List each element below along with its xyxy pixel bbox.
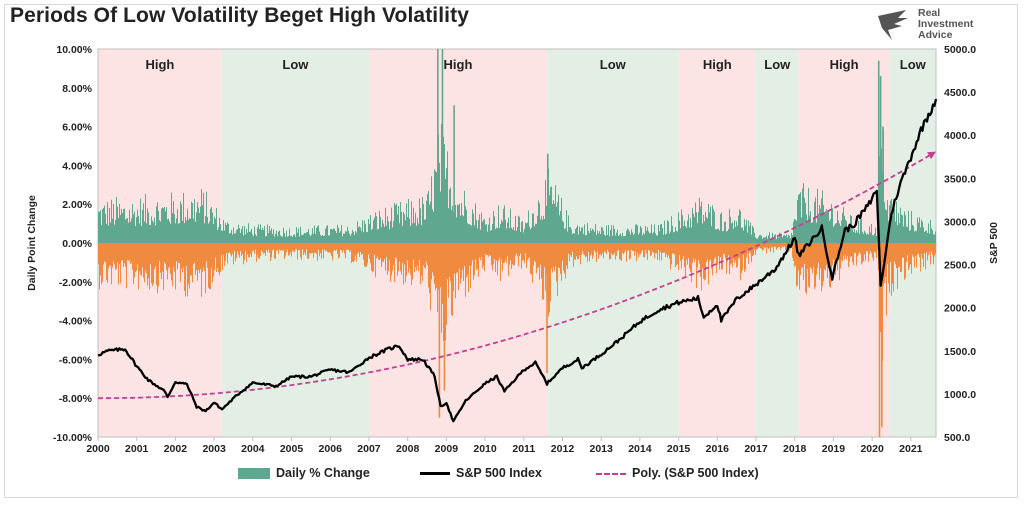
regime-label: High	[830, 57, 859, 72]
y-right-tick-label: 1500.0	[944, 346, 976, 358]
y-right-tick-label: 3000.0	[944, 216, 976, 228]
logo-line: Investment	[918, 18, 974, 30]
legend-label: Daily % Change	[276, 466, 370, 480]
y-right-tick-label: 500.0	[944, 432, 970, 444]
poly-trend-line	[98, 152, 935, 400]
y-left-tick-label: 2.00%	[62, 199, 92, 211]
legend-swatch-line	[420, 472, 450, 476]
daily-change-bars	[98, 94, 936, 361]
sp500-line	[97, 98, 938, 423]
y-right-tick-label: 2500.0	[944, 260, 976, 272]
y-left-tick-label: 4.00%	[62, 160, 92, 172]
x-tick-label: 2005	[280, 443, 304, 455]
regime-label: Low	[764, 57, 791, 72]
y-left-tick-label: 0.00%	[62, 238, 92, 250]
eagle-logo-icon	[872, 8, 1002, 42]
y-left-tick-label: -4.00%	[59, 316, 93, 328]
legend-item-poly-trend: Poly. (S&P 500 Index)	[596, 466, 759, 480]
y-right-tick-label: 4500.0	[944, 87, 976, 99]
x-tick-label: 2015	[667, 443, 691, 455]
x-tick-label: 2004	[241, 443, 265, 455]
x-tick-label: 2002	[164, 443, 188, 455]
y-right-tick-label: 5000.0	[944, 44, 976, 56]
x-tick-label: 2000	[86, 443, 110, 455]
y-left-tick-label: 6.00%	[62, 122, 92, 134]
y-left-tick-label: 8.00%	[62, 83, 92, 95]
x-tick-label: 2010	[473, 443, 497, 455]
y-right-tick-label: 3500.0	[944, 173, 976, 185]
x-tick-label: 2011	[512, 443, 535, 455]
regime-label: Low	[600, 57, 627, 72]
y-left-tick-label: 10.00%	[56, 44, 92, 56]
x-tick-label: 2006	[319, 443, 343, 455]
y-right-tick-label: 1000.0	[944, 389, 976, 401]
y-right-axis-title: S&P 500	[988, 222, 1000, 264]
x-tick-label: 2008	[396, 443, 420, 455]
y-right-tick-label: 4000.0	[944, 130, 976, 142]
trend-arrowhead	[927, 151, 936, 160]
x-tick-label: 2021	[899, 443, 923, 455]
x-tick-label: 2018	[783, 443, 807, 455]
x-tick-label: 2016	[706, 443, 730, 455]
x-tick-label: 2009	[435, 443, 459, 455]
regime-label: Low	[282, 57, 309, 72]
legend-item-sp500: S&P 500 Index	[420, 466, 542, 480]
x-tick-label: 2013	[590, 443, 614, 455]
regime-label: High	[703, 57, 732, 72]
legend-label: S&P 500 Index	[456, 466, 542, 480]
y-left-tick-label: -6.00%	[59, 354, 93, 366]
logo-line: Advice	[918, 29, 953, 41]
regime-label: High	[145, 57, 174, 72]
x-tick-label: 2003	[202, 443, 226, 455]
x-tick-label: 2017	[744, 443, 768, 455]
regime-label: Low	[900, 57, 927, 72]
legend-swatch-bar	[238, 468, 270, 480]
chart-frame	[4, 4, 1018, 498]
legend-label: Poly. (S&P 500 Index)	[632, 466, 759, 480]
legend-item-daily-change: Daily % Change	[238, 466, 370, 480]
y-left-tick-label: -8.00%	[59, 393, 93, 405]
x-tick-label: 2020	[860, 443, 884, 455]
chart-title: Periods Of Low Volatility Beget High Vol…	[10, 4, 469, 27]
legend: Daily % Change S&P 500 Index Poly. (S&P …	[0, 466, 1024, 486]
regime-label: High	[444, 57, 473, 72]
x-tick-label: 2019	[822, 443, 846, 455]
x-tick-label: 2014	[628, 443, 652, 455]
y-right-tick-label: 2000.0	[944, 303, 976, 315]
y-left-axis-title: Daily Point Change	[26, 195, 38, 291]
x-tick-label: 2001	[125, 443, 149, 455]
logo-line: Real	[918, 7, 941, 19]
x-tick-label: 2007	[357, 443, 381, 455]
y-left-tick-label: -10.00%	[53, 432, 93, 444]
y-left-tick-label: -2.00%	[59, 277, 93, 289]
legend-swatch-dashed	[596, 472, 626, 475]
x-tick-label: 2012	[551, 443, 575, 455]
brand-logo-text: Real Investment Advice	[918, 8, 973, 41]
